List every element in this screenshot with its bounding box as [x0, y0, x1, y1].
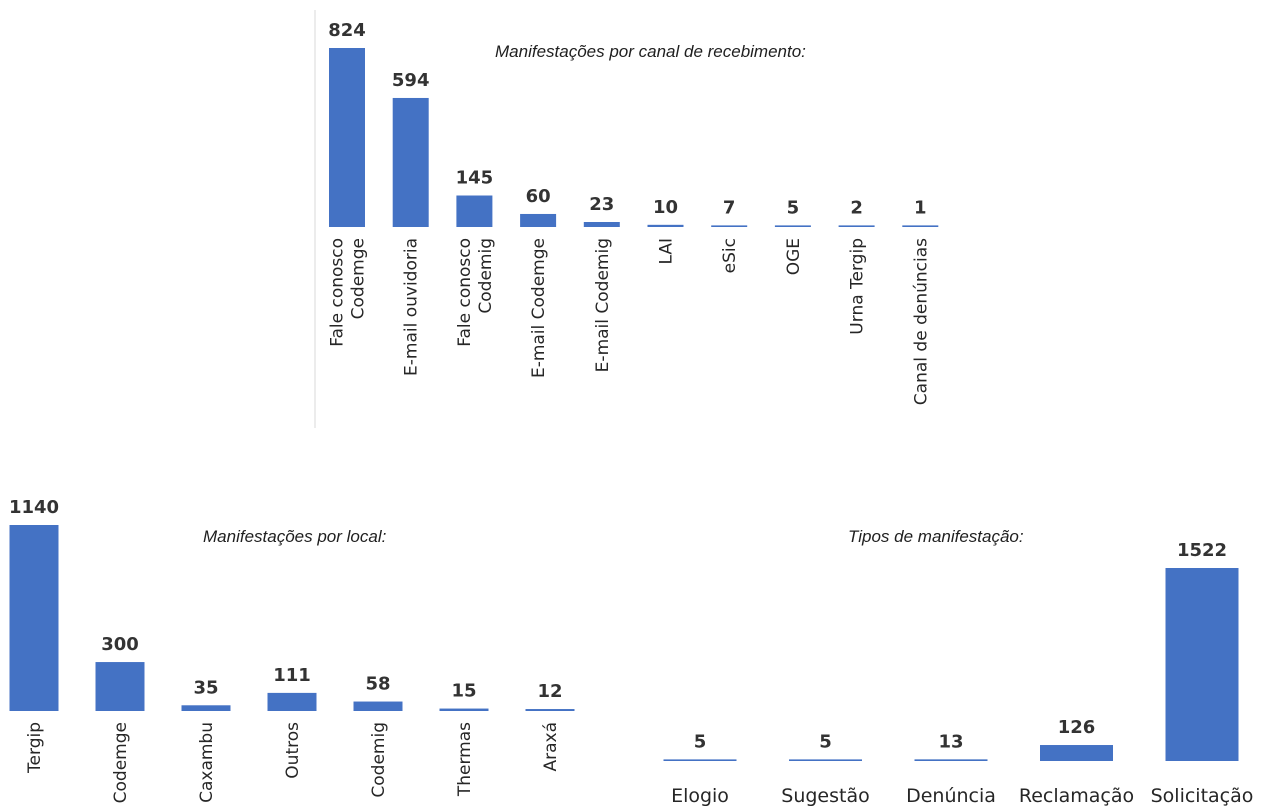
- bar-type-4: [1040, 745, 1113, 761]
- category-label-location-6: Thermas: [455, 722, 475, 797]
- bar-location-7: [525, 709, 575, 711]
- bar-type-1: [663, 759, 737, 761]
- data-label-type-3: 13: [938, 731, 963, 752]
- data-label-location-6: 15: [451, 681, 476, 702]
- bar-type-5: [1165, 568, 1239, 761]
- category-label-location-1: Tergip: [25, 722, 45, 774]
- category-label-channel-5: E-mail Codemig: [593, 238, 613, 372]
- category-label-channel-7: eSic: [720, 238, 740, 273]
- category-label-location-3: Caxambu: [197, 722, 217, 803]
- data-label-type-4: 126: [1058, 717, 1096, 738]
- category-label-channel-10: Canal de denúncias: [911, 238, 931, 405]
- bar-type-3: [914, 759, 988, 761]
- category-label-channel-9: Urna Tergip: [848, 238, 868, 335]
- data-label-channel-8: 5: [787, 197, 800, 218]
- bar-location-5: [353, 701, 403, 711]
- bar-channel-1: [329, 48, 365, 227]
- bar-location-1: [9, 525, 59, 711]
- category-label-type-3: Denúncia: [906, 785, 996, 807]
- data-label-location-4: 111: [273, 665, 311, 686]
- bar-location-2: [95, 662, 145, 711]
- category-label-channel-3: Fale conoscoCodemig: [455, 238, 496, 347]
- category-label-channel-1: Fale conoscoCodemge: [328, 238, 369, 347]
- data-label-channel-10: 1: [914, 197, 927, 218]
- data-label-channel-5: 23: [589, 194, 614, 215]
- data-label-location-2: 300: [101, 634, 139, 655]
- category-label-channel-8: OGE: [784, 238, 804, 275]
- chart-location-title: Manifestações por local:: [203, 527, 387, 546]
- data-label-channel-7: 7: [723, 197, 736, 218]
- category-label-type-5: Solicitação: [1151, 785, 1254, 807]
- data-label-type-2: 5: [819, 731, 832, 752]
- category-label-channel-2: E-mail ouvidoria: [402, 238, 422, 376]
- data-label-location-7: 12: [537, 681, 562, 702]
- category-label-location-4: Outros: [283, 722, 303, 779]
- chart-type: Tipos de manifestação: 5 Elogio 5 Sugestão 1…: [663, 527, 1254, 807]
- bar-location-6: [439, 708, 489, 711]
- category-label-channel-4: E-mail Codemge: [529, 238, 549, 378]
- bar-location-3: [181, 705, 231, 711]
- chart-type-title: Tipos de manifestação:: [848, 527, 1024, 546]
- data-label-channel-9: 2: [850, 197, 863, 218]
- category-label-channel-6: LAI: [657, 238, 677, 265]
- bar-location-4: [267, 692, 317, 711]
- data-label-type-1: 5: [694, 731, 707, 752]
- category-label-type-1: Elogio: [671, 785, 729, 807]
- data-label-location-1: 1140: [9, 497, 59, 518]
- category-label-location-2: Codemge: [111, 722, 131, 803]
- bar-channel-8: [774, 225, 811, 227]
- chart-channel: Manifestações por canal de recebimento: …: [328, 20, 939, 405]
- bar-channel-7: [711, 225, 748, 227]
- data-label-channel-3: 145: [456, 168, 494, 189]
- category-label-type-2: Sugestão: [781, 785, 869, 807]
- category-label-location-5: Codemig: [369, 722, 389, 798]
- bar-channel-4: [520, 213, 557, 227]
- category-label-location-7: Araxá: [541, 722, 561, 772]
- bar-channel-9: [838, 225, 875, 227]
- data-label-channel-6: 10: [653, 197, 678, 218]
- data-label-channel-4: 60: [526, 186, 551, 207]
- bar-channel-2: [392, 97, 429, 227]
- data-label-type-5: 1522: [1177, 540, 1227, 561]
- bar-channel-5: [583, 222, 620, 227]
- bar-channel-3: [456, 195, 493, 227]
- bar-type-2: [789, 759, 862, 761]
- category-label-type-4: Reclamação: [1019, 785, 1134, 807]
- bar-channel-10: [902, 225, 939, 227]
- chart-channel-title: Manifestações por canal de recebimento:: [495, 42, 806, 61]
- bar-channel-6: [647, 224, 684, 227]
- data-label-channel-1: 824: [328, 20, 366, 41]
- data-label-location-3: 35: [193, 677, 218, 698]
- data-label-channel-2: 594: [392, 70, 430, 91]
- data-label-location-5: 58: [365, 674, 390, 695]
- chart-location: Manifestações por local: 1140 Tergip 300 Co…: [9, 497, 575, 803]
